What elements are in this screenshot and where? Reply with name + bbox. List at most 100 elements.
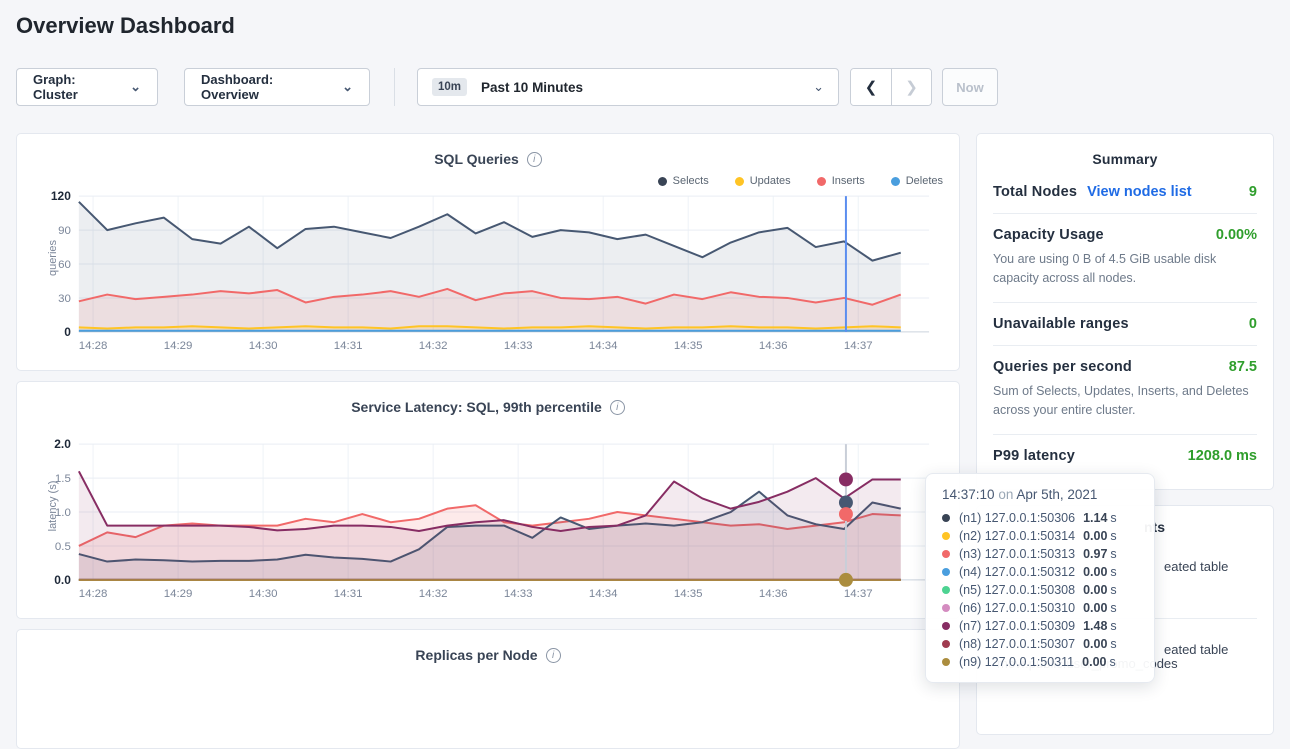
legend-dot-icon [657,176,667,186]
service-latency-chart[interactable]: 14:28 14:29 14:30 14:31 14:32 14:33 14:34 14:35… [17,436,959,608]
tooltip-node-row: (n6) 127.0.0.1:50310 0.00 s [942,599,1138,617]
node-latency-value: 0.00 [1083,637,1108,651]
node-latency-unit: s [1110,529,1117,543]
time-prev-button[interactable]: ❮ [851,69,891,105]
node-latency-unit: s [1110,601,1117,615]
dashboard-dropdown-label: Dashboard: Overview [201,72,274,102]
tooltip-node-row: (n1) 127.0.0.1:50306 1.14 s [942,509,1138,527]
legend-item-selects[interactable]: Selects [657,174,709,188]
tooltip-date: Apr 5th, 2021 [1016,487,1098,502]
summary-row-queries-per-second: Queries per second 87.5 Sum of Selects, Up… [993,344,1257,434]
x-axis-tick: 14:31 [334,588,363,600]
node-address: (n1) 127.0.0.1:50306 [959,511,1076,525]
y-axis-tick: 60 [58,259,71,271]
node-color-dot-icon [942,514,950,522]
node-latency-unit: s [1110,583,1117,597]
summary-description: You are using 0 B of 4.5 GiB usable disk… [993,252,1217,286]
legend-dot-icon [816,176,826,186]
time-range-badge: 10m [432,78,468,96]
x-axis-tick: 14:33 [504,340,533,352]
event-entry-fragment: eated table [1164,642,1229,657]
info-icon[interactable]: i [526,151,542,167]
x-axis-tick: 14:36 [759,588,788,600]
tooltip-node-row: (n2) 127.0.0.1:50314 0.00 s [942,527,1138,545]
y-axis-tick: 90 [58,225,71,237]
summary-value: 0.00% [1215,227,1257,243]
view-nodes-list-link[interactable]: View nodes list [1087,184,1192,200]
hover-point [838,495,853,510]
node-latency-unit: s [1109,655,1116,669]
summary-heading: Summary [1092,151,1158,167]
summary-label: P99 latency [993,447,1075,464]
legend-item-updates[interactable]: Updates [734,174,791,188]
legend-label: Updates [749,175,791,187]
sql-queries-title: SQL Queries [434,151,519,167]
x-axis-tick: 14:29 [164,340,193,352]
x-axis-tick: 14:31 [334,340,363,352]
x-axis-tick: 14:34 [589,588,618,600]
graph-dropdown-label: Graph: Cluster [33,72,78,102]
legend-label: Selects [672,175,709,187]
node-latency-unit: s [1110,547,1117,561]
x-axis-tick: 14:32 [419,340,448,352]
node-color-dot-icon [942,658,950,666]
series-line-inserts [78,287,902,306]
chevron-down-icon: ⌄ [130,79,141,94]
info-icon[interactable]: i [545,647,561,663]
replicas-per-node-title: Replicas per Node [415,647,538,663]
node-address: (n3) 127.0.0.1:50313 [959,547,1076,561]
node-color-dot-icon [942,622,950,630]
summary-value: 0 [1248,315,1257,332]
tooltip-rows: (n1) 127.0.0.1:50306 1.14 s (n2) 127.0.0.1:… [942,509,1138,671]
time-range-selector[interactable]: 10m Past 10 Minutes ⌄ [417,68,839,106]
chevron-down-icon: ⌄ [813,79,824,94]
x-axis-tick: 14:37 [844,588,873,600]
series-line-updates [78,325,901,330]
summary-description: Sum of Selects, Updates, Inserts, and De… [993,383,1249,418]
node-latency-value: 0.00 [1082,655,1107,669]
summary-row-total-nodes: Total Nodes View nodes list 9 [993,171,1257,213]
chevron-down-icon: ⌄ [342,79,353,94]
overview-dashboard-page: Overview Dashboard Graph: Cluster ⌄ Dash… [16,13,1274,749]
page-title: Overview Dashboard [16,13,235,38]
summary-label: Capacity Usage [993,227,1104,243]
node-latency-unit: s [1110,619,1117,633]
info-icon[interactable]: i [609,399,625,415]
y-axis-label: queries [47,239,59,277]
tooltip-node-row: (n5) 127.0.0.1:50308 0.00 s [942,581,1138,599]
x-axis-tick: 14:33 [504,588,533,600]
sql-queries-chart[interactable]: 14:28 14:29 14:30 14:31 14:32 14:33 14:34 14:35… [17,188,959,360]
legend-label: Inserts [831,175,865,187]
node-latency-value: 0.00 [1083,601,1108,615]
node-color-dot-icon [942,586,950,594]
tooltip-timestamp: 14:37:10 on Apr 5th, 2021 [942,487,1138,502]
now-button[interactable]: Now [942,68,998,106]
node-color-dot-icon [942,640,950,648]
legend-item-inserts[interactable]: Inserts [816,174,865,188]
hover-point [838,472,853,487]
toolbar: Graph: Cluster ⌄ Dashboard: Overview ⌄ 1… [16,68,998,106]
time-next-button[interactable]: ❯ [891,69,931,105]
tooltip-node-row: (n9) 127.0.0.1:50311 0.00 s [942,653,1138,671]
node-color-dot-icon [942,532,950,540]
legend-dot-icon [890,176,900,186]
legend-item-deletes[interactable]: Deletes [890,174,943,188]
x-axis-tick: 14:35 [674,340,703,352]
hover-point [838,572,853,587]
x-axis-tick: 14:36 [759,340,788,352]
node-address: (n6) 127.0.0.1:50310 [959,601,1076,615]
tooltip-node-row: (n3) 127.0.0.1:50313 0.97 s [942,545,1138,563]
service-latency-card: Service Latency: SQL, 99th percentile i … [16,381,960,619]
node-latency-unit: s [1110,511,1117,525]
x-axis-tick: 14:29 [164,588,193,600]
legend-label: Deletes [905,175,943,187]
y-axis-label: latency (s) [47,480,59,532]
dashboard-dropdown[interactable]: Dashboard: Overview ⌄ [184,68,370,106]
node-latency-unit: s [1110,565,1117,579]
series-line--n7-127-0-0-1-50309 [77,470,901,533]
graph-dropdown[interactable]: Graph: Cluster ⌄ [16,68,158,106]
x-axis-tick: 14:32 [419,588,448,600]
x-axis-tick: 14:34 [589,340,618,352]
tooltip-node-row: (n4) 127.0.0.1:50312 0.00 s [942,563,1138,581]
series-line--n1-127-0-0-1-50306 [78,490,901,563]
